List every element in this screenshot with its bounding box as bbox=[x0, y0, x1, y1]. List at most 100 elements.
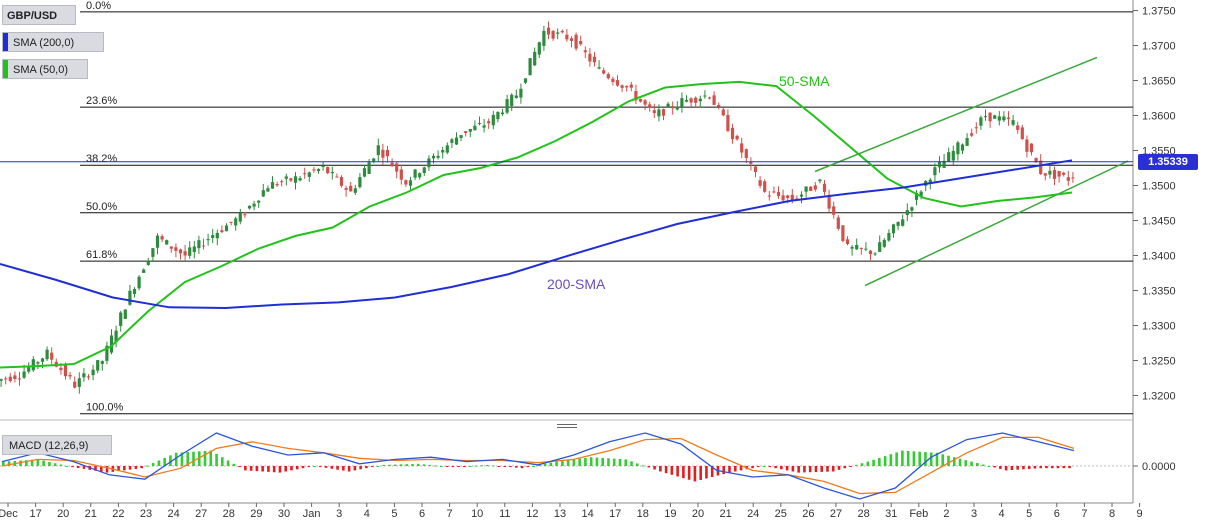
macd-histogram-bar bbox=[958, 458, 962, 466]
macd-histogram-bar bbox=[30, 459, 34, 466]
candle-body bbox=[542, 30, 546, 46]
candle-body bbox=[174, 247, 178, 251]
x-tick-label: 10 bbox=[471, 508, 483, 520]
candle-body bbox=[965, 138, 969, 146]
macd-histogram-bar bbox=[318, 466, 322, 467]
candle-body bbox=[284, 176, 288, 179]
candle-body bbox=[1020, 127, 1024, 140]
candle-body bbox=[804, 186, 808, 192]
candle-body bbox=[868, 250, 873, 255]
candle-body bbox=[740, 143, 744, 153]
x-tick-label: 27 bbox=[830, 508, 842, 520]
y-tick-label: 1.3600 bbox=[1142, 111, 1176, 123]
candle-body bbox=[1062, 172, 1066, 175]
macd-histogram-bar bbox=[941, 454, 945, 466]
sma200-legend[interactable]: SMA (200,0) bbox=[2, 32, 104, 52]
macd-histogram-bar bbox=[757, 466, 760, 468]
candle-body bbox=[1039, 160, 1043, 175]
macd-histogram-bar bbox=[209, 450, 213, 466]
y-tick-label: 1.3400 bbox=[1142, 251, 1176, 263]
macd-histogram-bar bbox=[976, 463, 979, 466]
x-tick-label: 6 bbox=[1054, 508, 1060, 520]
candle-body bbox=[183, 251, 187, 256]
macd-histogram-bar bbox=[878, 457, 881, 466]
macd-histogram-bar bbox=[964, 460, 968, 466]
macd-legend[interactable]: MACD (12,26,9) bbox=[2, 435, 112, 455]
macd-histogram-bar bbox=[705, 466, 708, 479]
y-tick-label: 1.3700 bbox=[1142, 41, 1176, 53]
pane-resize-handle[interactable] bbox=[557, 424, 577, 430]
macd-histogram-bar bbox=[1039, 466, 1043, 469]
macd-histogram-bar bbox=[607, 458, 610, 466]
macd-histogram-bar bbox=[422, 464, 426, 466]
macd-histogram-bar bbox=[768, 466, 772, 468]
candle-body bbox=[257, 200, 261, 203]
macd-histogram-bar bbox=[399, 464, 403, 466]
x-tick-label: 6 bbox=[419, 508, 425, 520]
candle-body bbox=[569, 38, 574, 41]
candle-body bbox=[482, 125, 486, 128]
candle-body bbox=[238, 213, 242, 222]
candle-body bbox=[859, 247, 863, 249]
candle-body bbox=[671, 106, 675, 109]
macd-histogram-bar bbox=[48, 461, 51, 466]
candle-body bbox=[721, 109, 725, 116]
fib-label: 38.2% bbox=[86, 153, 117, 165]
macd-histogram-bar bbox=[123, 466, 126, 471]
candle-body bbox=[597, 67, 601, 69]
candle-body bbox=[1066, 177, 1070, 181]
macd-histogram-bar bbox=[993, 466, 996, 468]
candle-body bbox=[36, 362, 40, 364]
candle-body bbox=[988, 112, 992, 122]
candle-body bbox=[809, 186, 813, 191]
candle-body bbox=[763, 181, 767, 192]
macd-histogram-bar bbox=[630, 461, 633, 466]
candle-body bbox=[270, 182, 275, 189]
macd-histogram-bar bbox=[261, 466, 264, 472]
macd-histogram-bar bbox=[659, 466, 662, 472]
candle-body bbox=[367, 162, 371, 174]
x-tick-label: 28 bbox=[857, 508, 869, 520]
macd-histogram-bar bbox=[843, 466, 847, 469]
symbol-legend[interactable]: GBP/USD bbox=[2, 5, 76, 25]
candle-body bbox=[836, 217, 840, 229]
candle-body bbox=[100, 361, 104, 364]
candle-body bbox=[266, 188, 270, 192]
macd-histogram-bar bbox=[1027, 466, 1031, 469]
macd-histogram-bar bbox=[935, 452, 939, 466]
candle-body bbox=[316, 169, 321, 172]
candle-body bbox=[63, 365, 68, 377]
candle-body bbox=[312, 169, 316, 171]
macd-label: MACD (12,26,9) bbox=[9, 440, 89, 452]
candle-body bbox=[717, 104, 721, 107]
candle-body bbox=[431, 155, 436, 159]
macd-histogram-bar bbox=[197, 451, 201, 466]
candle-body bbox=[827, 194, 831, 209]
sma50-line bbox=[0, 80, 1073, 369]
candle-body bbox=[1052, 169, 1057, 179]
lower-trendline bbox=[864, 160, 1129, 287]
sma50-legend[interactable]: SMA (50,0) bbox=[2, 59, 88, 79]
macd-histogram-bar bbox=[549, 462, 553, 466]
fib-label: 50.0% bbox=[86, 201, 117, 213]
candle-body bbox=[822, 183, 827, 192]
macd-histogram-bar bbox=[555, 461, 558, 466]
macd-histogram-bar bbox=[272, 466, 276, 473]
x-tick-label: Feb bbox=[909, 508, 928, 520]
macd-histogram-bar bbox=[837, 466, 841, 470]
macd-histogram-bar bbox=[647, 466, 651, 468]
x-tick-label: 19 bbox=[664, 508, 676, 520]
candle-body bbox=[730, 127, 735, 140]
candle-body bbox=[427, 158, 431, 168]
macd-histogram-bar bbox=[641, 465, 645, 467]
x-tick-label: 7 bbox=[1081, 508, 1087, 520]
candle-body bbox=[188, 247, 192, 256]
candle-body bbox=[592, 56, 597, 63]
macd-histogram-bar bbox=[370, 466, 374, 468]
macd-histogram-bar bbox=[895, 452, 898, 466]
macd-histogram-bar bbox=[572, 459, 576, 466]
macd-histogram-bar bbox=[388, 464, 391, 466]
candle-body bbox=[1006, 117, 1011, 119]
macd-histogram-bar bbox=[532, 466, 535, 467]
macd-histogram-bar bbox=[342, 466, 345, 471]
